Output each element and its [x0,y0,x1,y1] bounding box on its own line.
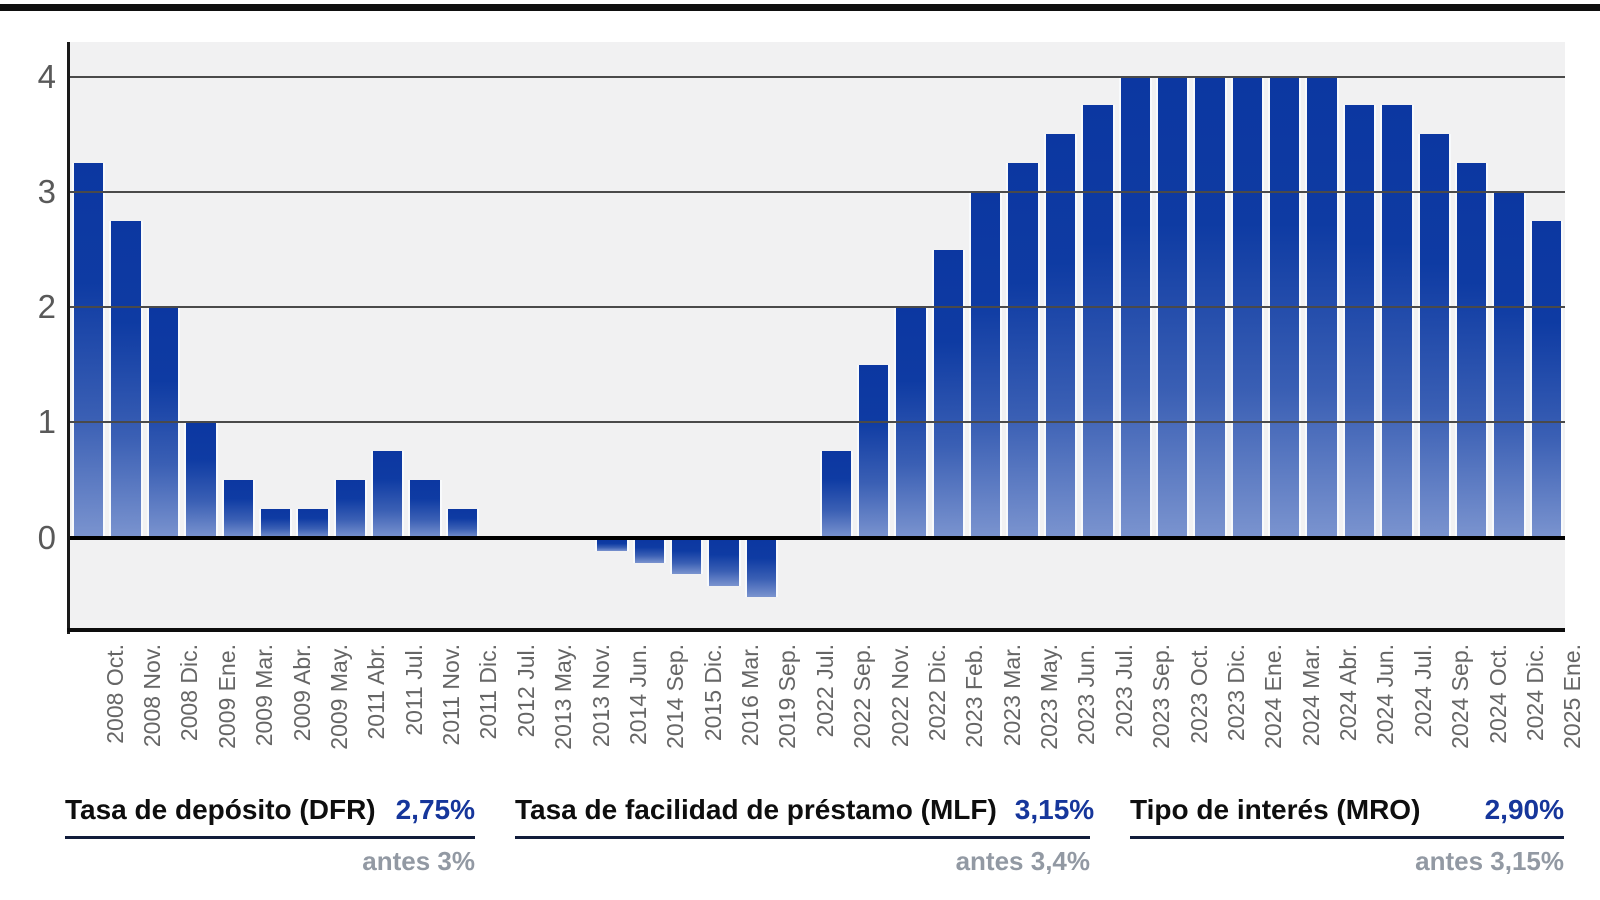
y-tick-label-2: 2 [37,288,56,326]
x-tick-label: 2024 Sep. [1447,644,1474,749]
gridline-4 [70,75,1565,78]
legend-item-dfr: Tasa de depósito (DFR) 2,75% antes 3% [65,794,475,877]
x-tick-label: 2014 Sep. [662,644,689,749]
bar-2011-Dic [445,508,480,538]
y-tick-label-1: 1 [37,403,56,441]
x-tick-label: 2011 Dic. [475,644,502,740]
bar-2024-Sep [1417,134,1451,538]
bar-2023-Jul [1081,105,1115,538]
legend-previous-dfr: antes 3% [362,846,475,876]
x-tick-label: 2024 Abr. [1335,644,1362,742]
x-tick-label: 2024 Dic. [1521,644,1548,742]
x-tick-label: 2009 May. [325,644,352,750]
x-tick-label: 2023 Sep. [1148,644,1175,749]
x-tick-label: 2009 Mar. [251,644,278,747]
legend-label-dfr: Tasa de depósito (DFR) [65,794,376,825]
x-tick-label: 2024 Mar. [1297,644,1324,747]
legend-label-mlf: Tasa de facilidad de préstamo (MLF) [515,794,997,825]
x-tick-label: 2022 Sep. [849,644,876,749]
legend-row: Tasa de depósito (DFR) 2,75% [65,794,475,839]
legend-label-mro: Tipo de interés (MRO) [1130,794,1421,825]
bar-2014-Sep [632,539,666,563]
x-tick-label: 2008 Dic. [176,644,203,742]
bar-2011-Jul [371,451,405,538]
legend-item-mlf: Tasa de facilidad de préstamo (MLF) 3,15… [515,794,1094,877]
x-tick-label: 2009 Abr. [288,644,315,742]
bar-2009-Ene [184,422,218,538]
y-tick-label-3: 3 [37,172,56,210]
x-tick-label: 2009 Ene. [213,644,240,749]
x-tick-label: 2016 Mar. [737,644,764,747]
x-tick-label: 2023 Jun. [1073,644,1100,746]
bar-2008-Nov [109,220,143,538]
x-tick-label: 2019 Sep. [774,644,801,749]
x-tick-label: 2022 Jul. [811,644,838,738]
x-tick-label: 2023 Feb. [961,644,988,748]
bar-2023-Jun [1043,134,1078,538]
x-tick-label: 2025 Ene. [1559,644,1586,749]
gridline-3 [70,190,1565,193]
x-tick-label: 2011 Jul. [400,644,427,736]
y-tick-label-4: 4 [37,57,56,95]
x-tick-label: 2024 Ene. [1260,644,1287,749]
x-tick-label: 2023 Jul. [1110,644,1137,738]
rates-legend: Tasa de depósito (DFR) 2,75% antes 3% Ta… [65,794,1564,877]
bar-2023-Mar [969,191,1003,538]
bar-2024-Dic [1492,191,1526,538]
x-tick-label: 2024 Jul. [1409,644,1436,738]
x-tick-label: 2023 May. [1036,644,1063,750]
bar-2008-Oct [72,163,106,538]
x-tick-label: 2013 May. [550,644,577,750]
x-tick-label: 2012 Jul. [512,644,539,738]
bar-2025-Ene [1529,220,1563,538]
y-axis-line [67,42,70,634]
legend-value-dfr: 2,75% [395,794,475,825]
x-tick-label: 2011 Nov. [438,644,465,746]
bar-2024-Jul [1380,105,1414,538]
x-tick-label: 2008 Nov. [139,644,166,748]
gridline-2 [70,306,1565,309]
y-tick-label-0: 0 [37,518,56,556]
x-tick-label: 2013 Nov. [587,644,614,748]
bar-2022-Sep [819,451,853,538]
bar-2024-Oct [1454,163,1489,538]
gridline-1 [70,421,1565,424]
legend-previous-mlf: antes 3,4% [955,846,1090,876]
bar-2011-Abr [333,480,367,538]
bar-2016-Mar [707,539,741,586]
bar-2022-Nov [856,364,891,538]
x-tick-label: 2011 Abr. [363,644,390,740]
chart-overlay [70,42,1565,630]
legend-row: Tasa de facilidad de préstamo (MLF) 3,15… [515,794,1094,839]
bar-2019-Sep [744,539,779,598]
bar-2023-May [1006,163,1040,538]
legend-value-mro: 2,90% [1484,794,1564,825]
zero-line [70,535,1565,540]
legend-previous-mro: antes 3,15% [1415,846,1564,876]
bar-2014-Jun [595,539,629,552]
x-tick-label: 2022 Dic. [923,644,950,742]
x-tick-label: 2022 Nov. [886,644,913,748]
x-tick-label: 2015 Dic. [699,644,726,742]
x-tick-label: 2014 Jun. [624,644,651,746]
x-axis-baseline [67,628,1565,632]
x-tick-label: 2023 Oct. [1185,644,1212,744]
bar-2009-May [296,508,330,538]
bar-2023-Feb [931,249,965,538]
x-tick-label: 2023 Dic. [1222,644,1249,742]
legend-row: Tipo de interés (MRO) 2,90% [1130,794,1564,839]
bar-2009-Mar [221,480,255,538]
legend-item-mro: Tipo de interés (MRO) 2,90% antes 3,15% [1130,794,1564,877]
bar-2011-Nov [408,480,442,538]
x-tick-label: 2024 Oct. [1484,644,1511,744]
legend-value-mlf: 3,15% [1014,794,1095,825]
x-tick-label: 2024 Jun. [1372,644,1399,746]
top-rule [0,4,1600,11]
bar-2024-Jun [1342,105,1377,538]
bar-2009-Abr [258,508,293,538]
bar-2015-Dic [670,539,704,575]
x-tick-label: 2023 Mar. [998,644,1025,747]
x-tick-label: 2008 Oct. [101,644,128,744]
